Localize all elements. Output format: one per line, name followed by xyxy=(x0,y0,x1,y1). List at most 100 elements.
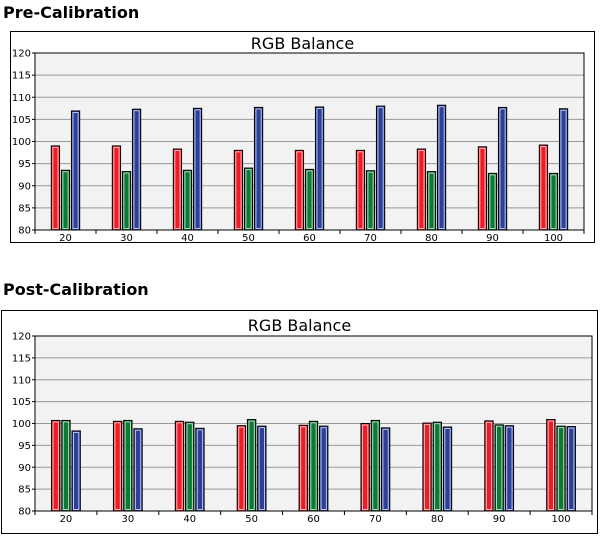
bar xyxy=(546,419,556,512)
bar-highlight xyxy=(245,169,252,230)
bar-highlight xyxy=(52,146,59,229)
bar-highlight xyxy=(306,170,313,230)
post-calibration-chart: RGB Balance 80 85 90 95 100 105 110 115 120 20 30 40… xyxy=(1,310,598,534)
x-tick-label: 50 xyxy=(242,233,255,242)
pre-calibration-chart-svg: RGB Balance 80 85 90 95 100 105 110 115 120 20 30 40… xyxy=(12,34,585,242)
bar xyxy=(246,419,257,512)
bar xyxy=(60,169,71,231)
bar-highlight xyxy=(114,422,121,510)
bar xyxy=(133,428,143,512)
bar xyxy=(172,148,183,231)
bar xyxy=(360,423,370,512)
bar-highlight xyxy=(124,421,132,510)
y-tick-label: 105 xyxy=(12,397,31,408)
bar-highlight xyxy=(123,172,130,229)
bar xyxy=(185,421,195,512)
bar-highlight xyxy=(62,171,69,229)
x-tick-label: 90 xyxy=(486,233,499,242)
bar-highlight xyxy=(382,428,389,510)
bar-highlight xyxy=(133,110,140,229)
bar-highlight xyxy=(296,151,303,229)
bar xyxy=(61,419,71,512)
bar xyxy=(558,108,569,231)
bar-highlight xyxy=(499,108,506,229)
bar xyxy=(494,424,504,512)
bar-highlight xyxy=(186,423,193,510)
bar-highlight xyxy=(547,420,555,510)
bar xyxy=(253,106,264,231)
bar-highlight xyxy=(258,427,266,510)
pre-calibration-heading: Pre-Calibration xyxy=(3,3,140,22)
post-calibration-heading: Post-Calibration xyxy=(3,280,149,299)
bar xyxy=(442,426,453,512)
pre-calibration-chart: RGB Balance 80 85 90 95 100 105 110 115 120 20 30 40… xyxy=(10,31,595,243)
post-calibration-chart-svg: RGB Balance 80 85 90 95 100 105 110 115 120 20 30 40… xyxy=(12,316,593,525)
x-tick-label: 70 xyxy=(364,233,377,242)
bar xyxy=(504,425,515,512)
bar xyxy=(51,419,61,512)
bar-highlight xyxy=(113,146,120,229)
bar-highlight xyxy=(438,106,445,229)
bar xyxy=(50,145,61,231)
bar-highlight xyxy=(320,427,327,510)
bar xyxy=(370,419,381,512)
bar-highlight xyxy=(434,423,441,510)
x-tick-label: 70 xyxy=(369,514,382,525)
bar-highlight xyxy=(174,150,181,229)
bar-highlight xyxy=(418,150,425,229)
bar-highlight xyxy=(248,420,255,510)
bar-highlight xyxy=(184,171,191,229)
bar xyxy=(308,420,319,512)
bar xyxy=(257,425,267,512)
bar xyxy=(436,104,447,231)
y-tick-label: 95 xyxy=(18,159,31,170)
bar xyxy=(375,105,386,231)
bar-highlight xyxy=(372,421,379,510)
bar-highlight xyxy=(367,171,374,229)
bar-highlight xyxy=(196,429,204,510)
bar xyxy=(192,107,203,231)
bar-highlight xyxy=(134,429,142,510)
bar xyxy=(319,425,329,512)
bar xyxy=(294,149,305,231)
bar-highlight xyxy=(310,422,317,510)
y-tick-label: 100 xyxy=(12,137,31,148)
x-tick-label: 90 xyxy=(493,514,506,525)
x-tick-label: 80 xyxy=(425,233,438,242)
bar xyxy=(112,420,123,512)
bar-highlight xyxy=(377,107,384,229)
bar-highlight xyxy=(235,151,242,229)
bar-highlight xyxy=(540,146,547,229)
bar xyxy=(380,427,391,512)
y-tick-label: 90 xyxy=(18,463,31,474)
bar xyxy=(365,170,376,231)
bar xyxy=(484,420,494,512)
x-tick-label: 20 xyxy=(59,233,72,242)
y-tick-label: 115 xyxy=(12,353,31,364)
bar-highlight xyxy=(423,424,431,510)
x-tick-label: 20 xyxy=(60,514,73,525)
y-tick-label: 115 xyxy=(12,71,31,82)
bar xyxy=(195,427,205,512)
bar xyxy=(538,144,549,231)
bar-highlight xyxy=(479,147,486,229)
y-tick-label: 85 xyxy=(18,485,31,496)
bar xyxy=(131,108,142,231)
y-tick-label: 85 xyxy=(18,203,31,214)
bar-highlight xyxy=(176,422,183,510)
bar xyxy=(355,149,366,231)
bar xyxy=(556,425,566,512)
bar xyxy=(487,172,498,231)
y-tick-label: 110 xyxy=(12,93,31,104)
bar xyxy=(123,419,133,512)
bar xyxy=(497,106,508,231)
bar-highlight xyxy=(52,421,59,510)
bar-highlight xyxy=(300,426,307,510)
y-tick-label: 100 xyxy=(12,419,31,430)
bar-highlight xyxy=(194,109,201,229)
bar-highlight xyxy=(506,426,513,510)
bar-highlight xyxy=(238,426,245,510)
bar xyxy=(71,430,81,512)
bar xyxy=(70,110,81,231)
x-tick-label: 30 xyxy=(120,233,133,242)
